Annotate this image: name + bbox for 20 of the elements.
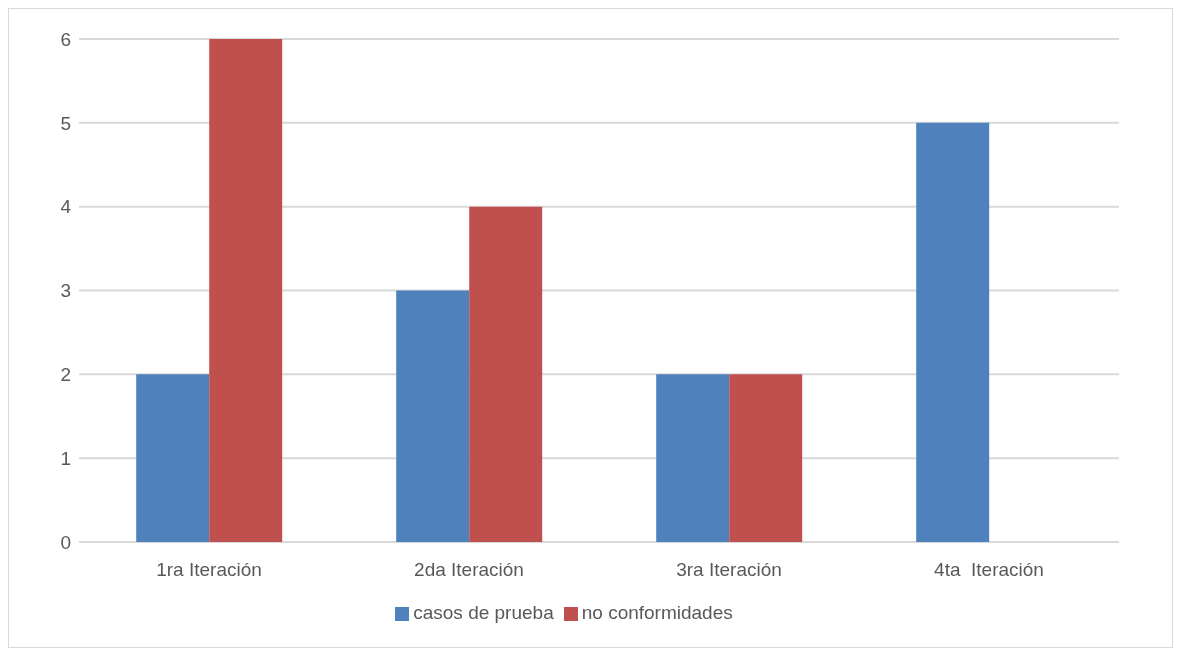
bar <box>729 374 803 542</box>
bar <box>136 374 210 542</box>
x-tick-label: 4ta Iteración <box>934 559 1044 580</box>
y-tick-label: 3 <box>60 280 71 302</box>
legend-label: casos de prueba <box>413 602 554 623</box>
y-tick-label: 4 <box>60 196 72 218</box>
x-tick-label: 1ra Iteración <box>156 559 262 580</box>
bar <box>469 206 543 542</box>
legend-label: no conformidades <box>581 602 733 623</box>
y-tick-label: 6 <box>60 28 71 50</box>
y-tick-label: 0 <box>60 531 71 553</box>
x-tick-label: 2da Iteración <box>414 559 524 580</box>
bar <box>656 374 730 542</box>
bar <box>209 39 283 542</box>
y-tick-label: 2 <box>60 364 71 386</box>
bar <box>916 122 990 542</box>
x-tick-label: 3ra Iteración <box>676 559 782 580</box>
bar <box>396 290 470 542</box>
y-tick-label: 5 <box>60 112 71 134</box>
y-tick-label: 1 <box>60 447 71 469</box>
